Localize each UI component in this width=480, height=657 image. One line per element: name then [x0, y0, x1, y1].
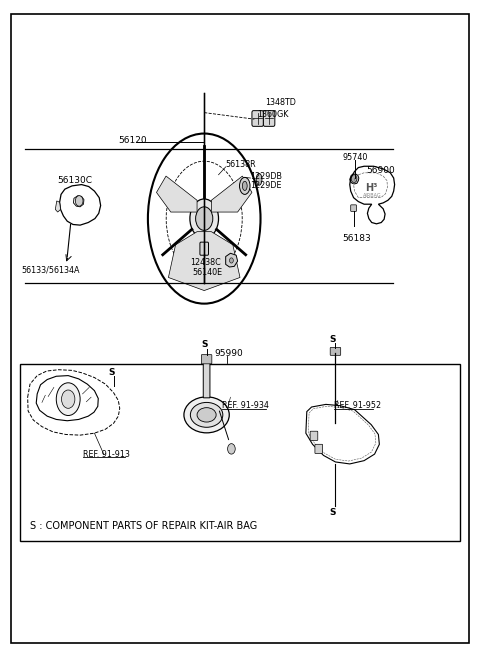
FancyBboxPatch shape: [252, 110, 264, 126]
Circle shape: [228, 443, 235, 454]
FancyBboxPatch shape: [201, 355, 212, 364]
Text: S: S: [109, 369, 115, 378]
Text: H³: H³: [366, 183, 378, 194]
Text: 56138R: 56138R: [226, 160, 256, 170]
FancyBboxPatch shape: [200, 242, 208, 255]
FancyBboxPatch shape: [310, 431, 318, 440]
Text: 1348TD: 1348TD: [265, 99, 296, 107]
Circle shape: [229, 258, 233, 263]
Circle shape: [75, 196, 83, 206]
Text: REF. 91-934: REF. 91-934: [222, 401, 269, 410]
Circle shape: [196, 207, 213, 231]
Text: 12438C: 12438C: [190, 258, 221, 267]
Text: 56140E: 56140E: [192, 268, 222, 277]
Polygon shape: [156, 176, 197, 212]
Circle shape: [190, 199, 218, 238]
Text: S: S: [330, 335, 336, 344]
Ellipse shape: [240, 177, 250, 194]
Polygon shape: [168, 232, 240, 290]
Text: 1229DB: 1229DB: [251, 171, 283, 181]
Circle shape: [56, 383, 80, 415]
Polygon shape: [226, 253, 238, 267]
Ellipse shape: [197, 407, 216, 422]
FancyBboxPatch shape: [203, 363, 210, 398]
Text: S : COMPONENT PARTS OF REPAIR KIT-AIR BAG: S : COMPONENT PARTS OF REPAIR KIT-AIR BA…: [30, 521, 257, 531]
Ellipse shape: [256, 173, 262, 185]
Text: REF. 91-952: REF. 91-952: [334, 401, 381, 410]
Text: 95990: 95990: [215, 349, 243, 358]
Text: REF. 91-913: REF. 91-913: [83, 449, 130, 459]
Circle shape: [351, 175, 357, 183]
Polygon shape: [350, 174, 359, 184]
Polygon shape: [211, 176, 252, 212]
FancyBboxPatch shape: [315, 444, 323, 453]
Text: AIRBAG: AIRBAG: [363, 193, 382, 198]
Polygon shape: [73, 196, 84, 207]
Text: 1360GK: 1360GK: [257, 110, 288, 119]
FancyBboxPatch shape: [351, 205, 357, 212]
Bar: [21, 365, 459, 541]
Text: S: S: [201, 340, 207, 350]
Text: 95740: 95740: [343, 152, 368, 162]
Ellipse shape: [184, 397, 229, 433]
Circle shape: [61, 390, 75, 408]
Text: 56130C: 56130C: [58, 176, 93, 185]
Text: 56183: 56183: [343, 234, 372, 242]
Text: 56900: 56900: [366, 166, 395, 175]
Text: 56133/56134A: 56133/56134A: [22, 265, 80, 274]
Polygon shape: [55, 201, 60, 212]
FancyBboxPatch shape: [264, 110, 275, 126]
FancyBboxPatch shape: [330, 348, 341, 355]
Ellipse shape: [242, 181, 247, 191]
Text: S: S: [330, 509, 336, 518]
Text: 1229DE: 1229DE: [251, 181, 282, 191]
Ellipse shape: [191, 403, 223, 427]
Text: 56120: 56120: [118, 135, 147, 145]
